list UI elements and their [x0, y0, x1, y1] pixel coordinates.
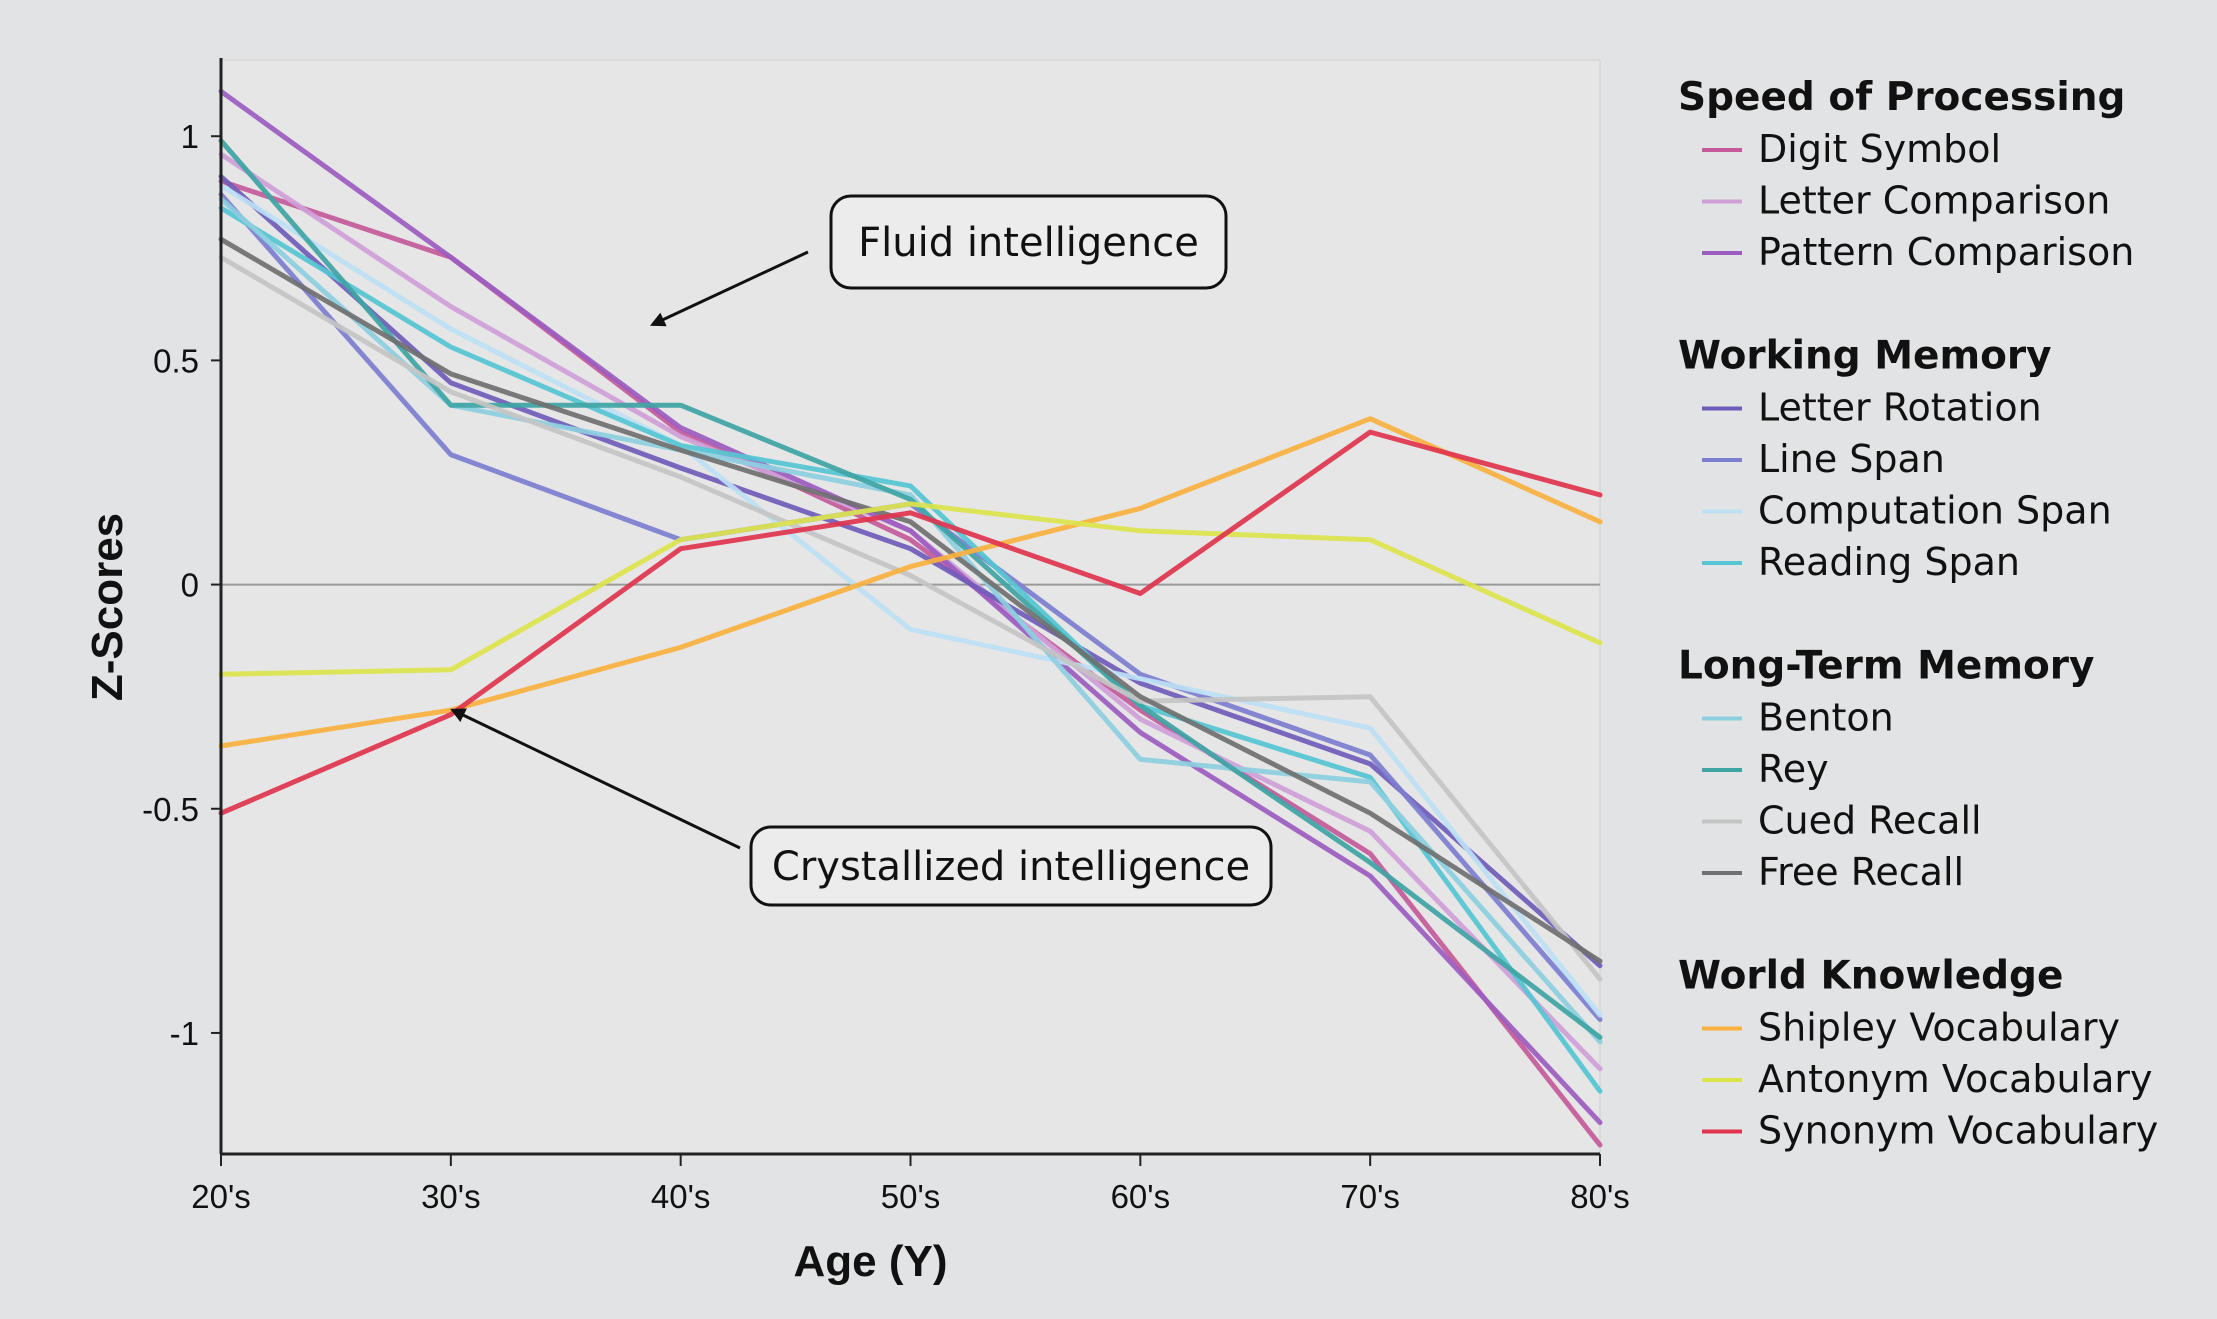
legend-group-working-memory: Working Memory — [1678, 334, 2052, 379]
y-tick-label: 0 — [181, 567, 199, 604]
annotation-arrow — [649, 250, 809, 327]
legend-group-speed-of-processing: Speed of Processing — [1678, 75, 2125, 120]
y-tick-label: -1 — [170, 1015, 199, 1052]
legend-entry-shipley-vocabulary: Shipley Vocabulary — [1758, 1006, 2120, 1050]
annotation-fluid-intelligence: Fluid intelligence — [649, 194, 1228, 327]
annotation-box — [829, 194, 1228, 290]
x-tick-label: 50's — [881, 1178, 941, 1215]
y-axis-title: Z-Scores — [83, 513, 132, 701]
legend-group-long-term-memory: Long-Term Memory — [1678, 644, 2094, 689]
legend-entry-pattern-comparison: Pattern Comparison — [1758, 230, 2134, 274]
series-line-free-recall — [218, 236, 1603, 964]
legend-entry-free-recall: Free Recall — [1758, 850, 1964, 894]
series-line-rey — [218, 138, 1603, 1040]
legend-entry-reading-span: Reading Span — [1758, 540, 2020, 584]
legend-entry-letter-rotation: Letter Rotation — [1758, 386, 2042, 430]
annotation-crystallized-intelligence: Crystallized intelligence — [450, 708, 1273, 907]
legend-entry-letter-comparison: Letter Comparison — [1758, 179, 2110, 223]
x-tick-label: 80's — [1570, 1178, 1630, 1215]
annotation-label: Fluid intelligence — [858, 220, 1199, 266]
annotation-arrow — [450, 708, 741, 850]
x-tick-label: 30's — [421, 1178, 481, 1215]
x-tick-label: 40's — [651, 1178, 711, 1215]
x-tick-label: 20's — [191, 1178, 251, 1215]
series-line-letter-rotation — [218, 174, 1603, 969]
series-line-antonym-vocabulary — [218, 501, 1603, 677]
x-tick-label: 60's — [1111, 1178, 1171, 1215]
legend-entry-digit-symbol: Digit Symbol — [1758, 127, 2001, 171]
y-tick-label: 0.5 — [153, 342, 199, 379]
x-tick-label: 70's — [1340, 1178, 1400, 1215]
series-line-computation-span — [218, 183, 1603, 1018]
legend-group-world-knowledge: World Knowledge — [1678, 954, 2063, 999]
legend-entry-rey: Rey — [1758, 747, 1829, 791]
legend-entry-line-span: Line Span — [1758, 437, 1945, 481]
series-line-pattern-comparison — [218, 88, 1603, 1126]
legend-entry-synonym-vocabulary: Synonym Vocabulary — [1758, 1109, 2158, 1153]
legend-entry-cued-recall: Cued Recall — [1758, 799, 1982, 843]
series-line-cued-recall — [218, 254, 1603, 982]
legend-entry-computation-span: Computation Span — [1758, 489, 2112, 533]
y-tick-label: -0.5 — [142, 791, 199, 828]
legend-entry-benton: Benton — [1758, 696, 1894, 740]
legend-entry-antonym-vocabulary: Antonym Vocabulary — [1758, 1057, 2153, 1101]
annotation-label: Crystallized intelligence — [772, 844, 1250, 890]
y-tick-label: 1 — [181, 118, 199, 155]
annotation-box — [749, 825, 1273, 907]
x-axis-title: Age (Y) — [794, 1237, 948, 1286]
series-line-reading-span — [218, 205, 1603, 1094]
